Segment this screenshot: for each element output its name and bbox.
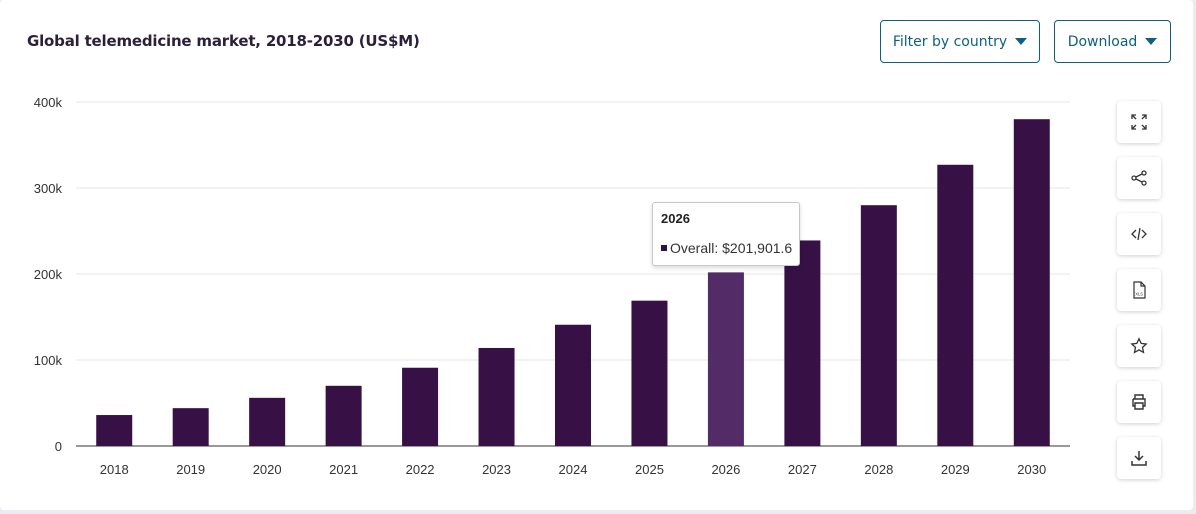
y-tick-label: 300k	[34, 181, 63, 196]
x-tick-label: 2030	[1017, 462, 1046, 477]
print-button[interactable]	[1117, 381, 1161, 423]
bar-2024[interactable]	[555, 324, 591, 446]
x-tick-label: 2026	[711, 462, 740, 477]
star-icon	[1130, 337, 1148, 354]
x-tick-label: 2020	[253, 462, 282, 477]
download-icon	[1131, 451, 1147, 466]
x-tick-label: 2028	[864, 462, 893, 477]
share-icon	[1131, 170, 1147, 186]
tooltip-year: 2026	[661, 211, 690, 226]
tooltip-value: $201,901.6	[722, 240, 793, 256]
chart-tooltip: 2026 Overall: $201,901.6	[652, 202, 800, 266]
bar-2018[interactable]	[96, 415, 133, 446]
x-tick-label: 2029	[941, 462, 970, 477]
bar-2020[interactable]	[249, 397, 286, 446]
xls-export-button[interactable]: XLS	[1117, 269, 1161, 311]
download-dropdown-button[interactable]: Download	[1054, 20, 1171, 63]
xls-file-icon: XLS	[1133, 281, 1146, 299]
y-tick-label: 200k	[34, 267, 63, 282]
series-swatch	[661, 245, 667, 251]
tooltip-line: Overall: $201,901.6	[661, 240, 799, 256]
bar-2025[interactable]	[631, 300, 668, 446]
download-image-button[interactable]	[1117, 437, 1161, 479]
bar-2026[interactable]	[707, 272, 744, 446]
expand-button[interactable]	[1117, 101, 1161, 143]
x-tick-label: 2022	[406, 462, 435, 477]
x-tick-label: 2024	[559, 462, 588, 477]
caret-down-icon	[1015, 38, 1028, 45]
favorite-button[interactable]	[1117, 325, 1161, 367]
embed-code-icon	[1131, 227, 1147, 241]
bar-2028[interactable]	[860, 205, 897, 446]
x-tick-label: 2021	[329, 462, 358, 477]
svg-text:XLS: XLS	[1135, 292, 1143, 297]
x-tick-label: 2018	[100, 462, 129, 477]
y-tick-label: 0	[55, 439, 62, 454]
bar-2027[interactable]	[784, 240, 821, 446]
share-button[interactable]	[1117, 157, 1161, 199]
x-tick-label: 2019	[176, 462, 205, 477]
bar-chart: 0 100k 200k 300k 400k 2018 2019 2020 2021 2022 20…	[34, 95, 1070, 477]
bar-2029[interactable]	[937, 164, 974, 446]
embed-button[interactable]	[1117, 213, 1161, 255]
y-tick-label: 400k	[34, 95, 63, 110]
y-tick-label: 100k	[34, 353, 63, 368]
caret-down-icon	[1145, 38, 1158, 45]
x-tick-label: 2027	[788, 462, 817, 477]
bar-2023[interactable]	[478, 347, 515, 446]
print-icon	[1132, 394, 1146, 410]
download-button-label: Download	[1067, 33, 1138, 50]
tooltip-series: Overall	[670, 240, 715, 256]
x-tick-label: 2025	[635, 462, 664, 477]
bar-2019[interactable]	[172, 408, 209, 446]
filter-by-country-button[interactable]: Filter by country	[880, 20, 1040, 63]
bar-2022[interactable]	[402, 367, 439, 446]
x-tick-label: 2023	[482, 462, 511, 477]
expand-icon	[1131, 114, 1147, 130]
bar-2030[interactable]	[1013, 119, 1050, 446]
bar-2021[interactable]	[325, 385, 362, 446]
chart-title: Global telemedicine market, 2018-2030 (U…	[27, 32, 420, 50]
filter-button-label: Filter by country	[892, 33, 1008, 50]
